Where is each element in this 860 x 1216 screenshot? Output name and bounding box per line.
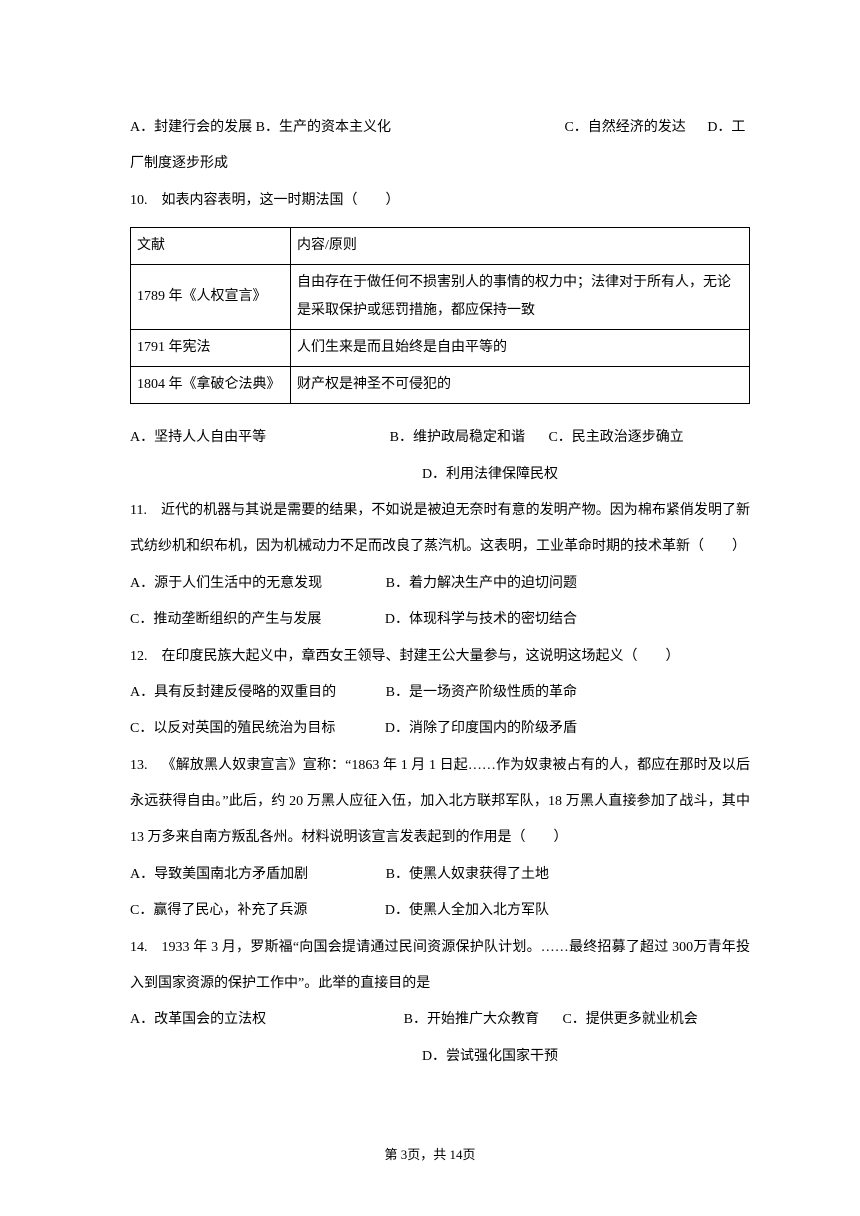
page-content: A．封建行会的发展 B．生产的资本主义化 C．自然经济的发达 D．工厂制度逐步形… [0, 0, 860, 1075]
table-row: 1791 年宪法 人们生来是而且始终是自由平等的 [131, 330, 750, 367]
table-row: 1804 年《拿破仑法典》 财产权是神圣不可侵犯的 [131, 367, 750, 404]
q13-opt-b: B．使黑人奴隶获得了土地 [386, 867, 549, 882]
q10-opt-c: C．民主政治逐步确立 [548, 430, 683, 445]
q10-opt-b: B．维护政局稳定和谐 [390, 430, 525, 445]
q14-stem: 14. 1933 年 3 月，罗斯福“向国会提请通过民间资源保护队计划。……最终… [130, 930, 750, 1003]
table-cell: 人们生来是而且始终是自由平等的 [291, 330, 750, 367]
q14-options-1: A．改革国会的立法权 B．开始推广大众教育 C．提供更多就业机会 [130, 1002, 750, 1038]
table-header-doc: 文献 [131, 228, 291, 265]
q13-opt-d: D．使黑人全加入北方军队 [385, 903, 549, 918]
q9-opt-a: A．封建行会的发展 [130, 120, 252, 135]
q12-options-1: A．具有反封建反侵略的双重目的 B．是一场资产阶级性质的革命 [130, 675, 750, 711]
q11-opt-c: C．推动垄断组织的产生与发展 [130, 612, 321, 627]
q10-opt-a: A．坚持人人自由平等 [130, 430, 266, 445]
table-header-content: 内容/原则 [291, 228, 750, 265]
q14-opt-b: B．开始推广大众教育 [404, 1012, 539, 1027]
q10-opt-d: D．利用法律保障民权 [230, 457, 750, 493]
q9-opt-b: B．生产的资本主义化 [256, 120, 391, 135]
q10-table: 文献 内容/原则 1789 年《人权宣言》 自由存在于做任何不损害别人的事情的权… [130, 227, 750, 404]
q13-options-2: C．赢得了民心，补充了兵源 D．使黑人全加入北方军队 [130, 893, 750, 929]
q13-opt-c: C．赢得了民心，补充了兵源 [130, 903, 307, 918]
table-cell: 财产权是神圣不可侵犯的 [291, 367, 750, 404]
table-row: 1789 年《人权宣言》 自由存在于做任何不损害别人的事情的权力中；法律对于所有… [131, 265, 750, 330]
question-9-options: A．封建行会的发展 B．生产的资本主义化 C．自然经济的发达 D．工厂制度逐步形… [130, 110, 750, 183]
q11-options-2: C．推动垄断组织的产生与发展 D．体现科学与技术的密切结合 [130, 602, 750, 638]
q12-stem: 12. 在印度民族大起义中，章西女王领导、封建王公大量参与，这说明这场起义（ ） [130, 639, 750, 675]
q10-stem: 10. 如表内容表明，这一时期法国（ ） [130, 183, 750, 219]
table-cell: 1789 年《人权宣言》 [131, 265, 291, 330]
q9-opt-c: C．自然经济的发达 [564, 120, 685, 135]
q14-opt-c: C．提供更多就业机会 [562, 1012, 697, 1027]
q12-opt-a: A．具有反封建反侵略的双重目的 [130, 685, 336, 700]
q12-opt-c: C．以反对英国的殖民统治为目标 [130, 721, 335, 736]
table-cell: 1791 年宪法 [131, 330, 291, 367]
page-footer: 第 3页，共 14页 [0, 1138, 860, 1172]
q11-stem: 11. 近代的机器与其说是需要的结果，不如说是被迫无奈时有意的发明产物。因为棉布… [130, 493, 750, 566]
q13-opt-a: A．导致美国南北方矛盾加剧 [130, 867, 308, 882]
q11-opt-d: D．体现科学与技术的密切结合 [385, 612, 577, 627]
q12-options-2: C．以反对英国的殖民统治为目标 D．消除了印度国内的阶级矛盾 [130, 711, 750, 747]
q13-options-1: A．导致美国南北方矛盾加剧 B．使黑人奴隶获得了土地 [130, 857, 750, 893]
table-cell: 1804 年《拿破仑法典》 [131, 367, 291, 404]
q10-options-1: A．坚持人人自由平等 B．维护政局稳定和谐 C．民主政治逐步确立 [130, 420, 750, 456]
q11-opt-a: A．源于人们生活中的无意发现 [130, 576, 322, 591]
q12-opt-d: D．消除了印度国内的阶级矛盾 [385, 721, 577, 736]
q13-stem: 13. 《解放黑人奴隶宣言》宣称：“1863 年 1 月 1 日起……作为奴隶被… [130, 748, 750, 857]
q11-options-1: A．源于人们生活中的无意发现 B．着力解决生产中的迫切问题 [130, 566, 750, 602]
q14-opt-d: D．尝试强化国家干预 [230, 1039, 750, 1075]
table-cell: 自由存在于做任何不损害别人的事情的权力中；法律对于所有人，无论是采取保护或惩罚措… [291, 265, 750, 330]
table-row: 文献 内容/原则 [131, 228, 750, 265]
q11-opt-b: B．着力解决生产中的迫切问题 [386, 576, 577, 591]
q12-opt-b: B．是一场资产阶级性质的革命 [386, 685, 577, 700]
q14-opt-a: A．改革国会的立法权 [130, 1012, 266, 1027]
